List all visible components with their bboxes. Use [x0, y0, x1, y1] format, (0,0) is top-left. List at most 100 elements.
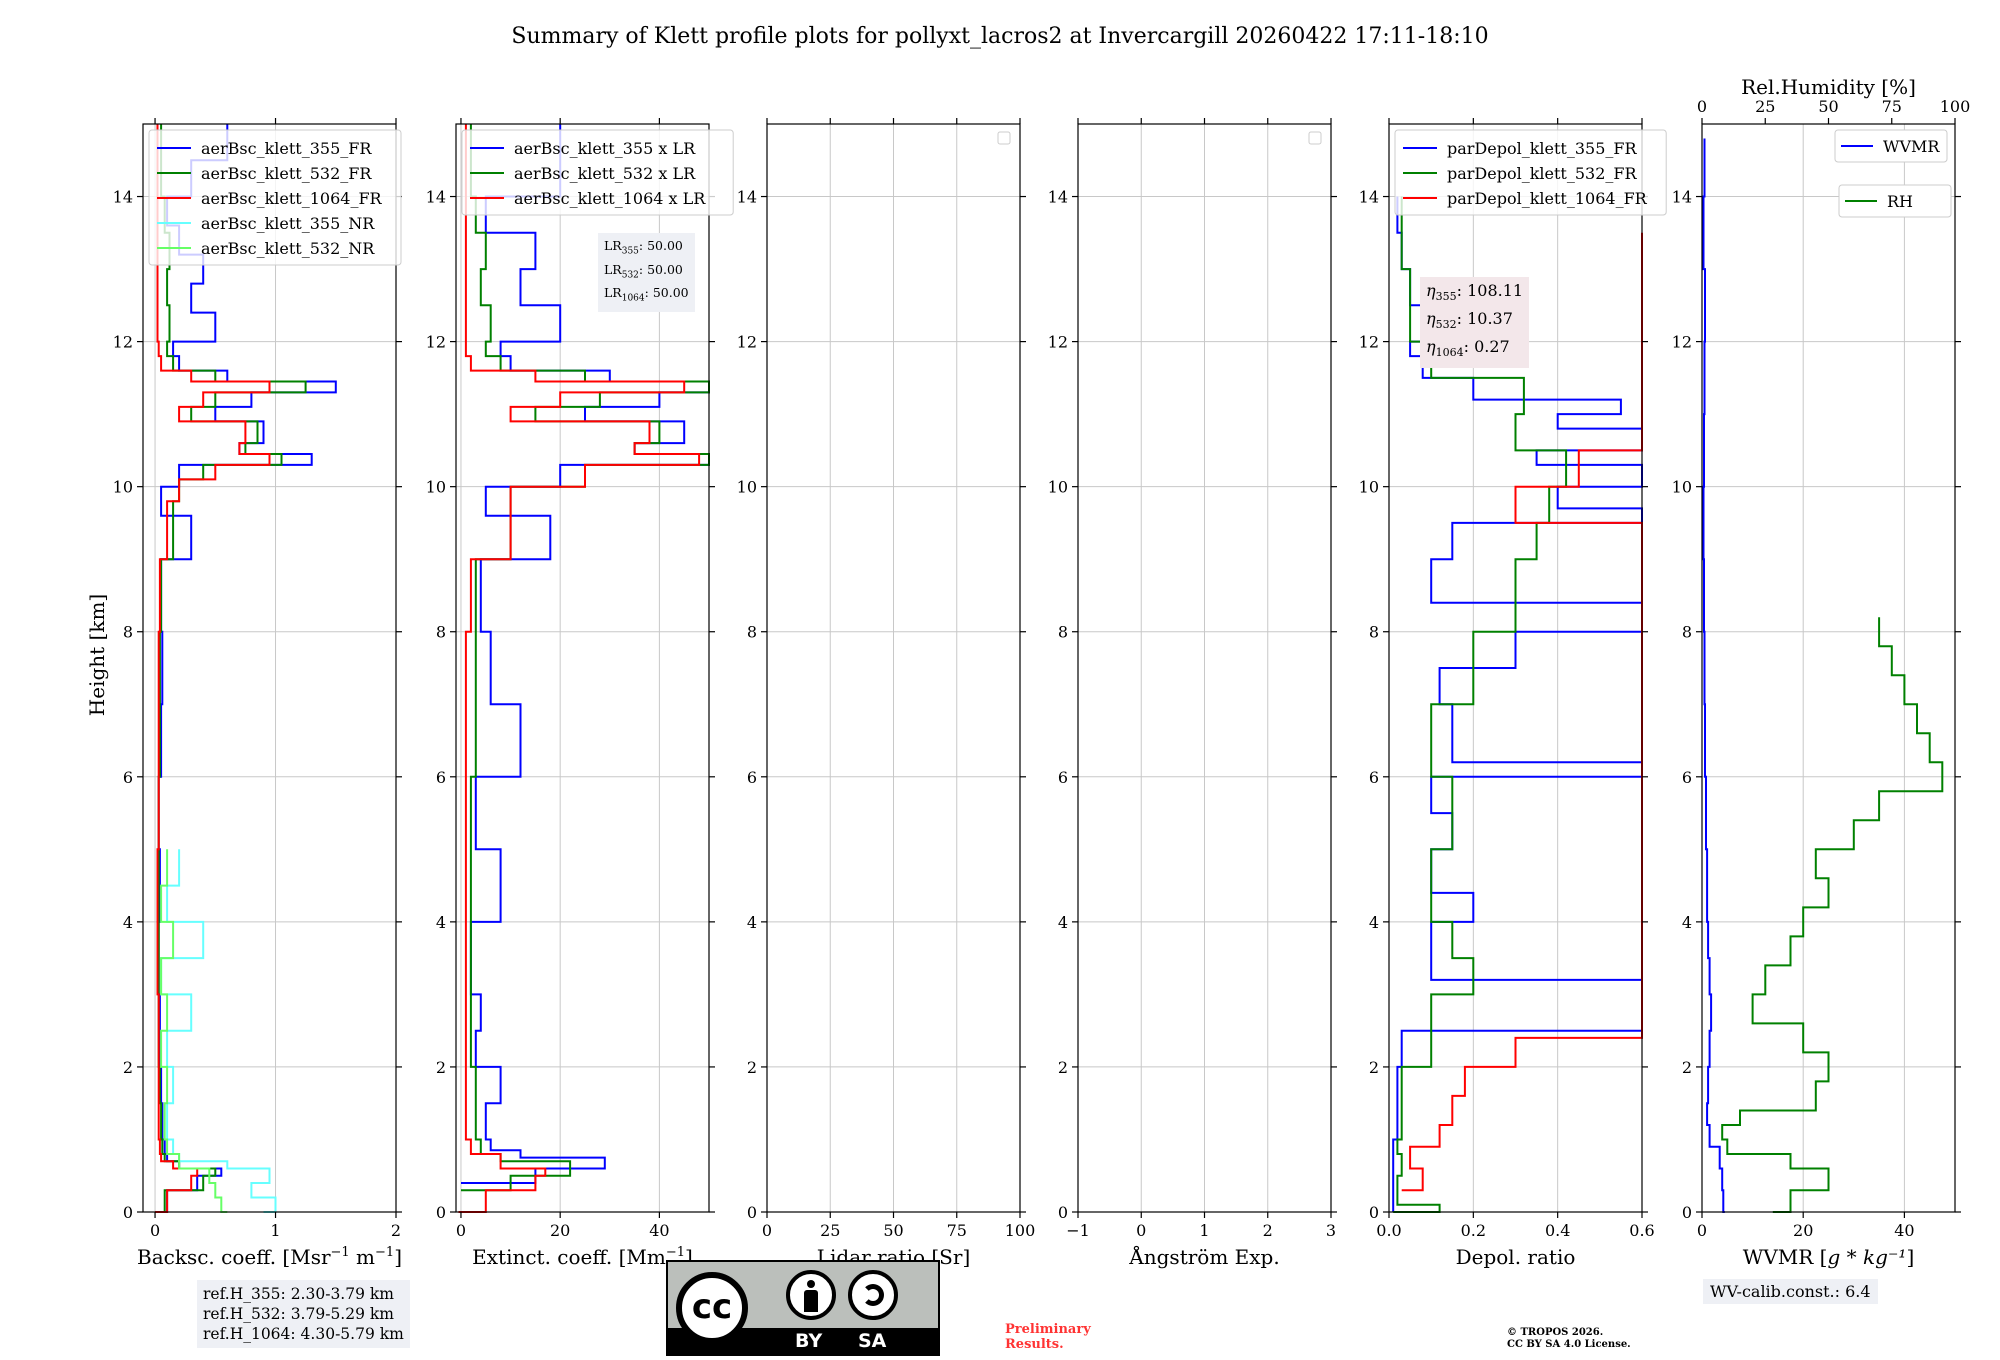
lr-y-tick-label: 0: [747, 1203, 757, 1222]
ext-legend-label: aerBsc_klett_355 x LR: [514, 139, 696, 158]
ang-x-tick-label: 1: [1199, 1221, 1209, 1240]
bsc-series-aerBsc_klett_532_FR: [157, 124, 307, 1213]
bsc-y-tick-label: 10: [113, 478, 133, 497]
lr-x-tick-label: 25: [820, 1221, 840, 1240]
depol-series-parDepol_klett_1064_FR: [1401, 232, 1643, 1192]
ext-y-tick-label: 4: [436, 913, 446, 932]
wv-axes-frame: [1701, 123, 1956, 1213]
wv-y-tick-label: 0: [1682, 1203, 1692, 1222]
ext-axes-frame: [455, 123, 710, 1213]
wv-y-tick-label: 2: [1682, 1058, 1692, 1077]
depol-y-tick-label: 0: [1369, 1203, 1379, 1222]
depol-axes-frame: [1388, 123, 1643, 1213]
bsc-legend-label: aerBsc_klett_532_FR: [201, 164, 372, 183]
ext-series-aerBsc_klett_355 x LR: [461, 124, 710, 1184]
wv-top-x-tick-label: 50: [1818, 97, 1838, 116]
ang-y-tick-label: 8: [1058, 623, 1068, 642]
sa-label: SA: [858, 1330, 887, 1352]
ext-series-aerBsc_klett_1064 x LR: [458, 124, 701, 1213]
wv-top-x-tick-label: 25: [1755, 97, 1775, 116]
depol-y-tick-label: 2: [1369, 1058, 1379, 1077]
lr-x-tick-label: 0: [762, 1221, 772, 1240]
ext-legend-label: aerBsc_klett_532 x LR: [514, 164, 696, 183]
bsc-legend-label: aerBsc_klett_1064_FR: [201, 189, 383, 208]
lidar-ratio-box: LR355: 50.00 LR532: 50.00 LR1064: 50.00: [598, 233, 695, 312]
ang-x-tick-label: 3: [1326, 1221, 1336, 1240]
wv-top-x-tick-label: 75: [1882, 97, 1902, 116]
ext-x-tick-label: 0: [456, 1221, 466, 1240]
depol-x-tick-label: 0.4: [1545, 1221, 1570, 1240]
ang-y-tick-label: 14: [1048, 188, 1068, 207]
wv-x-tick-label: 40: [1894, 1221, 1914, 1240]
depol-legend-label: parDepol_klett_355_FR: [1447, 139, 1638, 158]
wv-legend-box: [1838, 184, 1952, 218]
copyright-label: © TROPOS 2026. CC BY SA 4.0 License.: [1507, 1327, 1631, 1350]
wv-y-tick-label: 8: [1682, 623, 1692, 642]
bsc-y-tick-label: 0: [123, 1203, 133, 1222]
ang-y-tick-label: 12: [1048, 333, 1068, 352]
ext-y-tick-label: 2: [436, 1058, 446, 1077]
bsc-y-tick-label: 6: [123, 768, 133, 787]
lr-y-tick-label: 12: [737, 333, 757, 352]
lr-y-tick-label: 4: [747, 913, 757, 932]
depol-series-parDepol_klett_532_FR: [1393, 196, 1568, 1213]
depol-legend-label: parDepol_klett_1064_FR: [1447, 189, 1648, 208]
depol-legend-label: parDepol_klett_532_FR: [1447, 164, 1638, 183]
wv-calibration-box: WV-calib.const.: 6.4: [1703, 1279, 1878, 1304]
lr-y-tick-label: 14: [737, 188, 757, 207]
depol-eta-box: η355: 108.11 η532: 10.37 η1064: 0.27: [1420, 277, 1530, 368]
bsc-series-aerBsc_klett_532_NR: [160, 849, 228, 1213]
depol-x-axis-label: Depol. ratio: [1456, 1245, 1576, 1269]
wv-y-tick-label: 14: [1672, 188, 1692, 207]
ext-y-tick-label: 0: [436, 1203, 446, 1222]
depol-x-tick-label: 0.2: [1461, 1221, 1486, 1240]
ang-x-axis-label: Ångström Exp.: [1128, 1244, 1279, 1269]
wv-legend-label: RH: [1887, 192, 1913, 211]
wv-top-axis-label: Rel.Humidity [%]: [1741, 75, 1916, 99]
ang-y-tick-label: 10: [1048, 478, 1068, 497]
ext-x-axis-label: Extinct. coeff. [Mm−1]: [472, 1245, 693, 1269]
cc-by-sa-badge: cc BY SA: [666, 1260, 940, 1356]
bsc-x-tick-label: 0: [150, 1221, 160, 1240]
lr-y-tick-label: 8: [747, 623, 757, 642]
ang-x-tick-label: −1: [1066, 1221, 1090, 1240]
reference-height-box: ref.H_355: 2.30-3.79 km ref.H_532: 3.79-…: [197, 1280, 410, 1348]
eta-355: η355: 108.11: [1426, 281, 1524, 304]
ang-y-tick-label: 6: [1058, 768, 1068, 787]
reference-height-355: ref.H_355: 2.30-3.79 km: [203, 1285, 394, 1303]
bsc-y-tick-label: 2: [123, 1058, 133, 1077]
bsc-y-tick-label: 8: [123, 623, 133, 642]
bsc-y-tick-label: 14: [113, 188, 133, 207]
bsc-x-tick-label: 1: [270, 1221, 280, 1240]
ang-y-tick-label: 2: [1058, 1058, 1068, 1077]
figure-title: Summary of Klett profile plots for polly…: [511, 24, 1488, 49]
lr-x-tick-label: 75: [947, 1221, 967, 1240]
share-alike-icon: [848, 1270, 898, 1320]
ang-empty-legend: [1308, 131, 1322, 145]
eta-1064: η1064: 0.27: [1426, 337, 1510, 360]
panel-wv: 0 20 40 0 2 4 6 8 10 12 14 WVMR [g * kg⁻¹] 0 25 50 75 10…: [1672, 75, 1971, 1269]
depol-y-tick-label: 14: [1359, 188, 1379, 207]
wv-x-tick-label: 0: [1697, 1221, 1707, 1240]
lr-y-tick-label: 2: [747, 1058, 757, 1077]
ext-y-tick-label: 14: [426, 188, 446, 207]
ext-y-tick-label: 6: [436, 768, 446, 787]
ang-x-tick-label: 0: [1136, 1221, 1146, 1240]
bsc-legend-box: [148, 129, 402, 266]
bsc-x-axis-label: Backsc. coeff. [Msr−1 m−1]: [137, 1245, 402, 1269]
depol-y-tick-label: 12: [1359, 333, 1379, 352]
ext-y-tick-label: 10: [426, 478, 446, 497]
panel-ext: 0 20 40 0 2 4 6 8 10 12 14 Extinct. coeff. [Mm−1] ae…: [426, 118, 734, 1269]
y-axis-label: Height [km]: [85, 594, 109, 716]
bsc-legend-label: aerBsc_klett_355_FR: [201, 139, 372, 158]
ang-y-tick-label: 4: [1058, 913, 1068, 932]
wv-y-tick-label: 4: [1682, 913, 1692, 932]
ext-x-tick-label: 20: [550, 1221, 570, 1240]
depol-legend-box: [1394, 129, 1667, 216]
bsc-axes-frame: [142, 123, 397, 1213]
wv-series-RH: [1721, 617, 1944, 1213]
bsc-series-aerBsc_klett_1064_FR: [155, 124, 271, 1213]
